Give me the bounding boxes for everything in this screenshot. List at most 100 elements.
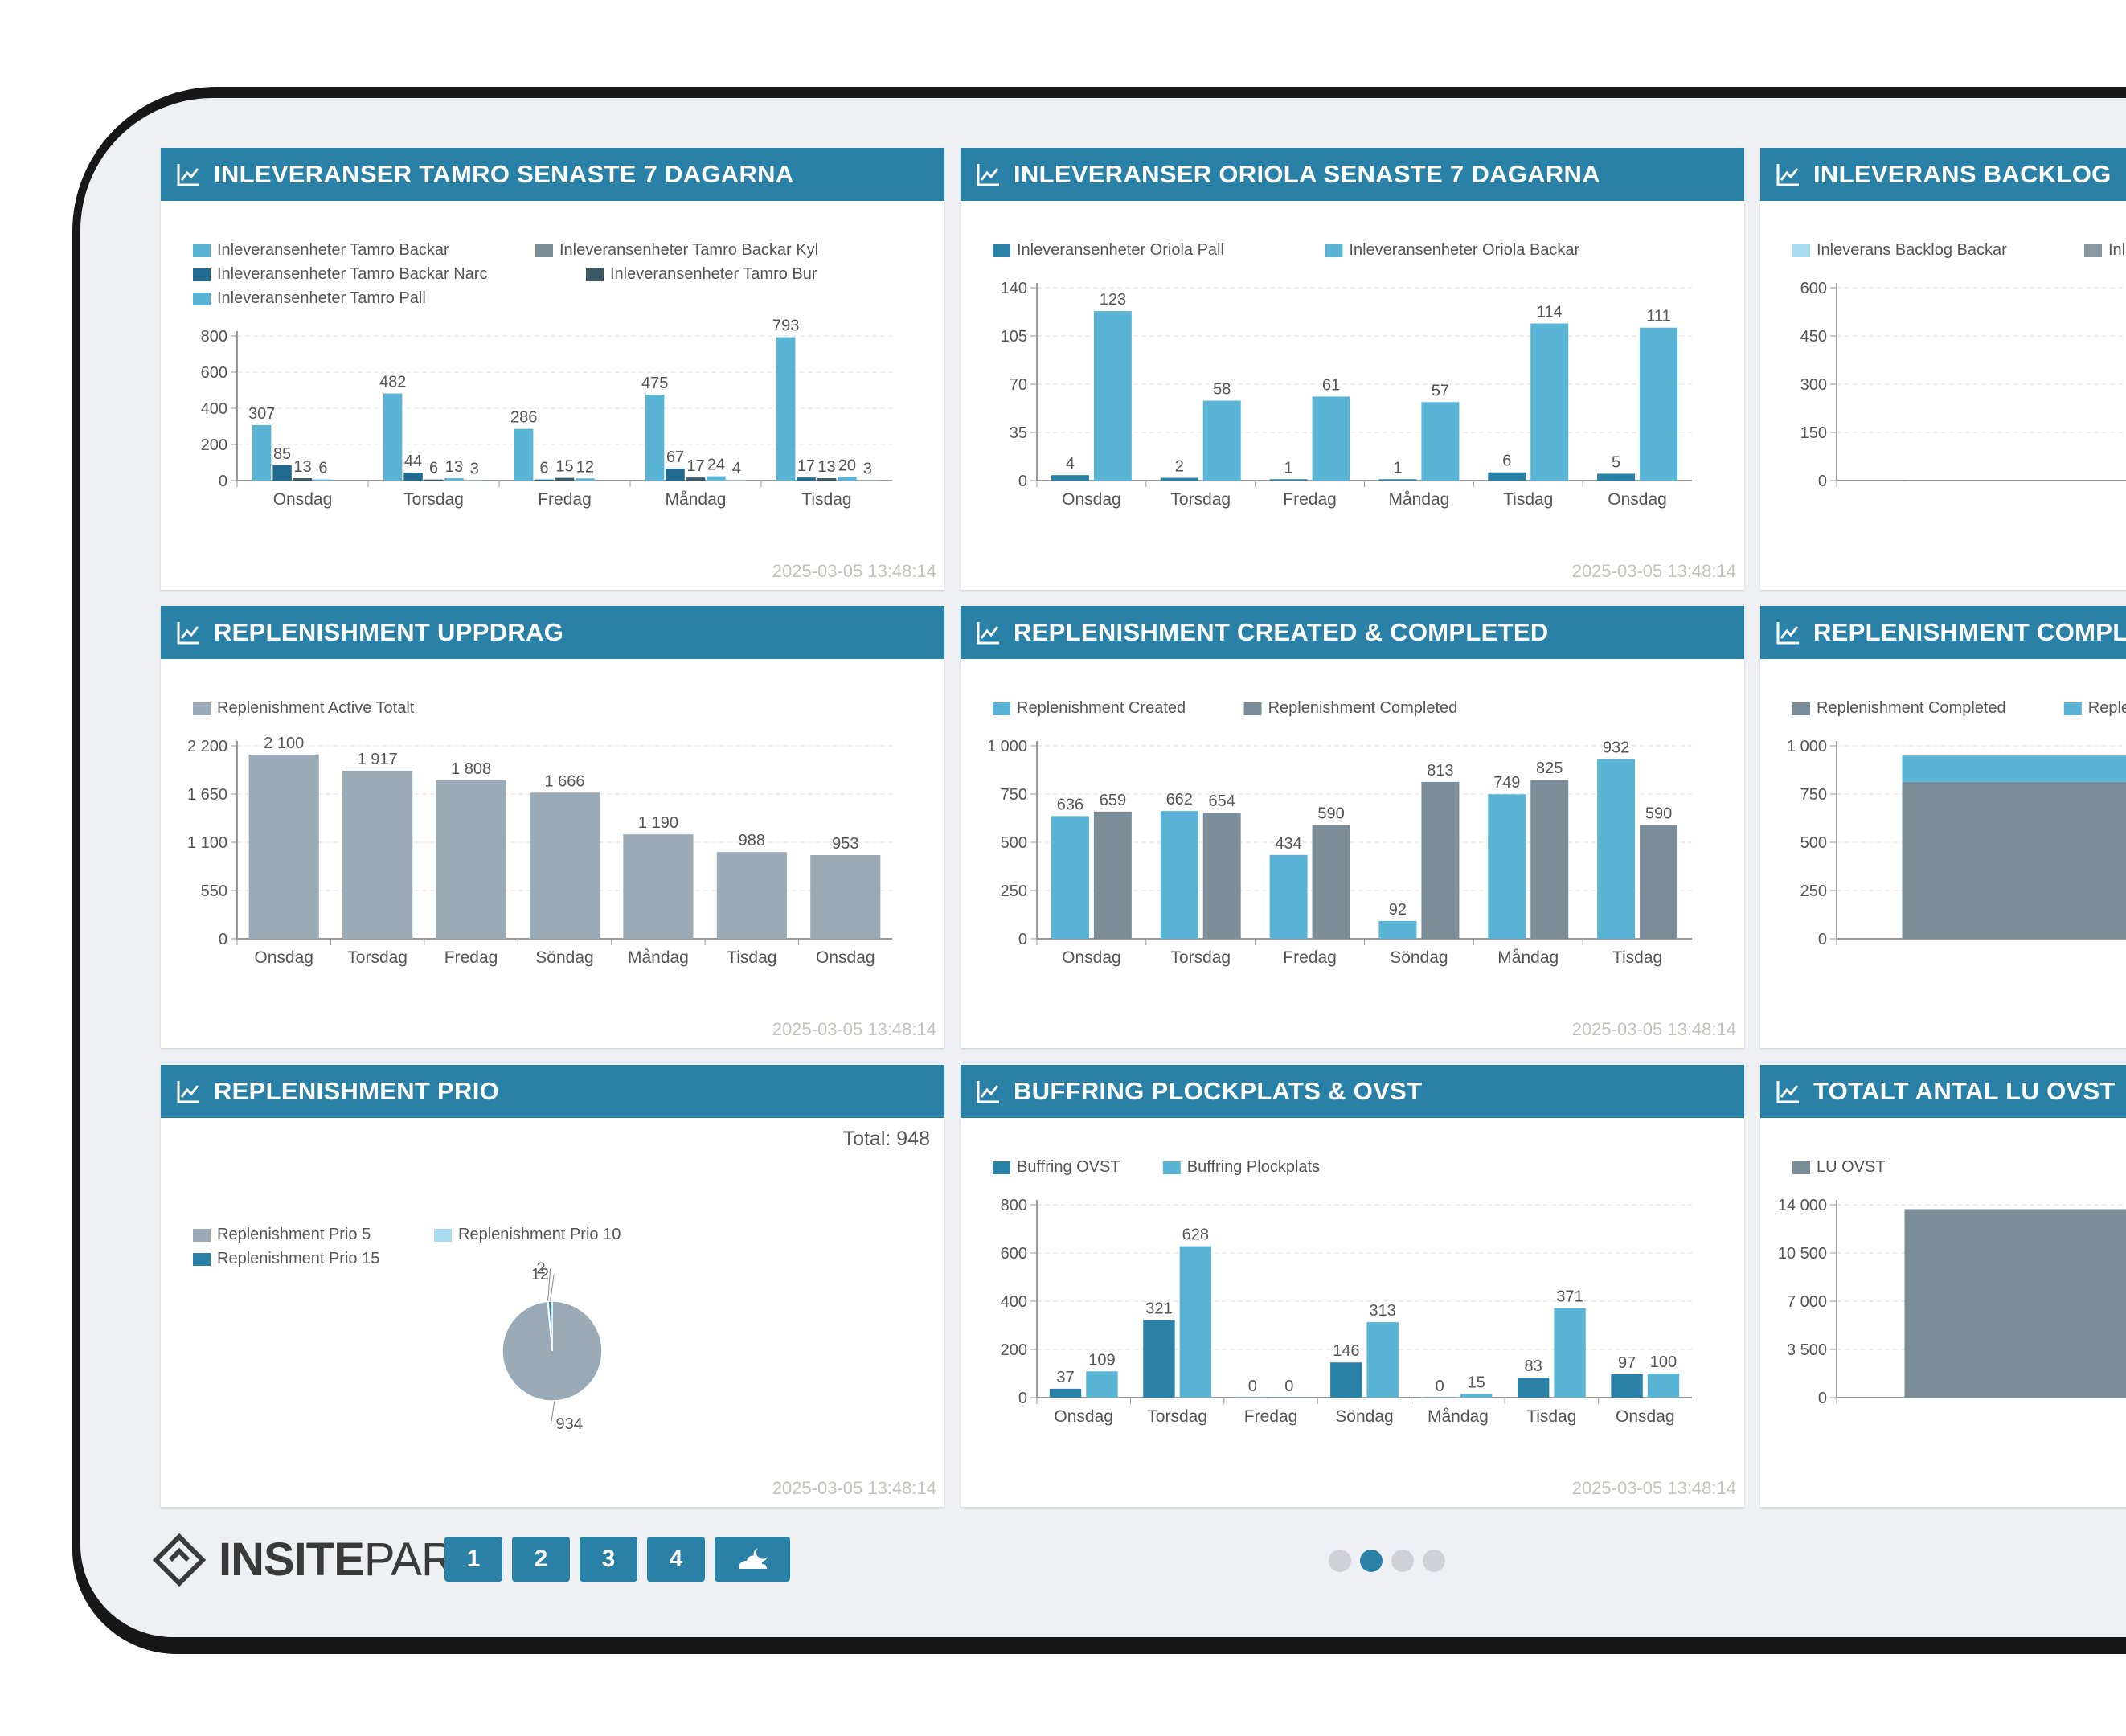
data-label: 67 (666, 448, 684, 466)
bar (1093, 811, 1132, 939)
bar (1904, 1209, 2126, 1398)
y-tick-label: 0 (1818, 931, 1827, 948)
y-tick-label: 1 000 (1787, 738, 1827, 755)
bar (1202, 400, 1241, 481)
x-tick-label: Måndag (628, 948, 689, 967)
legend-label: LU OVST (1817, 1158, 1886, 1176)
data-label: 482 (379, 374, 406, 391)
x-tick-label: Tisdag (727, 948, 776, 967)
data-label: 659 (1100, 792, 1126, 809)
data-label: 13 (293, 458, 311, 476)
data-label: 13 (445, 458, 463, 476)
timestamp: 2025-03-05 13:48:14 (772, 1019, 936, 1039)
page-button-3[interactable]: 3 (580, 1537, 637, 1582)
page-indicator-dot[interactable] (1391, 1550, 1414, 1572)
bar (342, 770, 413, 939)
y-tick-label: 300 (1800, 376, 1827, 394)
data-label: 57 (1432, 382, 1449, 399)
diamond-logo-icon (153, 1533, 206, 1587)
panel-header: INLEVERANSER ORIOLA SENASTE 7 DAGARNA (961, 148, 1744, 201)
bar (1902, 755, 2126, 782)
line-chart-icon (977, 164, 999, 186)
y-tick-label: 0 (1818, 1390, 1827, 1407)
night-mode-icon (739, 1548, 768, 1569)
legend-label: Inleveransenheter Tamro Bur (610, 265, 817, 283)
data-label: 654 (1209, 792, 1235, 810)
page-indicator-dot[interactable] (1423, 1550, 1445, 1572)
chart-tamro: Inleveransenheter Tamro Backar Inleverans… (193, 241, 892, 509)
y-tick-label: 0 (1018, 931, 1027, 948)
data-label: 85 (273, 445, 291, 463)
data-label: 12 (576, 458, 594, 476)
x-tick-label: Tisdag (801, 490, 851, 509)
bar (465, 480, 485, 481)
pie-slice (547, 1300, 553, 1352)
bar (1049, 1388, 1082, 1398)
data-label: 636 (1057, 796, 1083, 813)
y-tick-label: 2 200 (187, 738, 227, 755)
legend-label: Replenishment Completed (1817, 699, 2006, 717)
data-label: 123 (1100, 291, 1126, 309)
x-tick-label: Torsdag (1170, 490, 1231, 509)
legend-swatch (993, 244, 1010, 257)
data-label: 109 (1088, 1351, 1115, 1369)
x-tick-label: Söndag (535, 948, 593, 967)
data-label: 0 (1248, 1378, 1257, 1395)
page-button-2[interactable]: 2 (512, 1537, 570, 1582)
data-label: 15 (1468, 1374, 1485, 1392)
data-label: 590 (1317, 805, 1344, 822)
panel-header: TOTALT ANTAL LU OVST (1760, 1065, 2126, 1118)
panel-header: INLEVERANS BACKLOG (1760, 148, 2126, 201)
panel-totalt-lu-ovst: TOTALT ANTAL LU OVST LU OVST 0 3 500 7 000 1… (1760, 1065, 2126, 1507)
bar (1488, 794, 1526, 939)
x-tick-label: Fredag (538, 490, 592, 509)
x-tick-label: Onsdag (1062, 948, 1121, 967)
line-chart-icon (177, 164, 199, 186)
pie-leader (550, 1275, 555, 1302)
y-tick-label: 1 000 (987, 738, 1027, 755)
page-indicator-dot[interactable] (1329, 1550, 1351, 1572)
data-label: 6 (540, 460, 549, 477)
bar (1421, 402, 1460, 481)
bar (1179, 1246, 1212, 1398)
y-tick-label: 400 (1001, 1293, 1027, 1311)
page-indicator-dot-active[interactable] (1360, 1550, 1383, 1572)
x-tick-label: Tisdag (1612, 948, 1662, 967)
data-label: 100 (1650, 1353, 1677, 1371)
page-button-4[interactable]: 4 (647, 1537, 705, 1582)
night-mode-button[interactable] (715, 1537, 790, 1582)
legend-swatch (993, 702, 1010, 715)
data-label: 6 (1502, 452, 1511, 470)
bar (1647, 1374, 1680, 1398)
data-label: 825 (1536, 760, 1563, 777)
bar (555, 477, 575, 481)
data-label: 1 (1393, 459, 1402, 477)
legend-swatch (193, 244, 211, 257)
data-label: 1 (1284, 459, 1293, 477)
bar (1460, 1394, 1493, 1398)
bar (1488, 472, 1526, 481)
data-label: 24 (707, 457, 725, 474)
data-label: 17 (797, 457, 815, 475)
legend-label: Inleveransenheter Oriola Backar (1349, 241, 1579, 259)
x-tick-label: Onsdag (273, 490, 333, 509)
bar (313, 479, 333, 481)
data-label: 0 (1284, 1378, 1293, 1395)
legend-label: Buffring Plockplats (1187, 1158, 1320, 1176)
page-button-1[interactable]: 1 (444, 1537, 502, 1582)
panel-title: REPLENISHMENT COMPLET (1813, 618, 2126, 646)
legend-label: Buffring OVST (1017, 1158, 1120, 1176)
chart-replenishment-prio: Replenishment Prio 5 Replenishment Prio 1… (193, 1226, 621, 1433)
data-label: 313 (1370, 1302, 1396, 1320)
data-label: 1 808 (451, 760, 491, 778)
data-label: 590 (1645, 805, 1672, 822)
legend-swatch (2063, 702, 2082, 715)
data-label: 6 (318, 460, 327, 477)
data-label: 1 917 (358, 751, 398, 768)
data-label: 6 (429, 460, 438, 477)
line-chart-icon (1776, 1081, 1799, 1103)
x-tick-label: Måndag (1428, 1407, 1489, 1426)
x-tick-label: Onsdag (816, 948, 875, 967)
bar (1093, 311, 1132, 481)
y-tick-label: 600 (201, 364, 227, 382)
